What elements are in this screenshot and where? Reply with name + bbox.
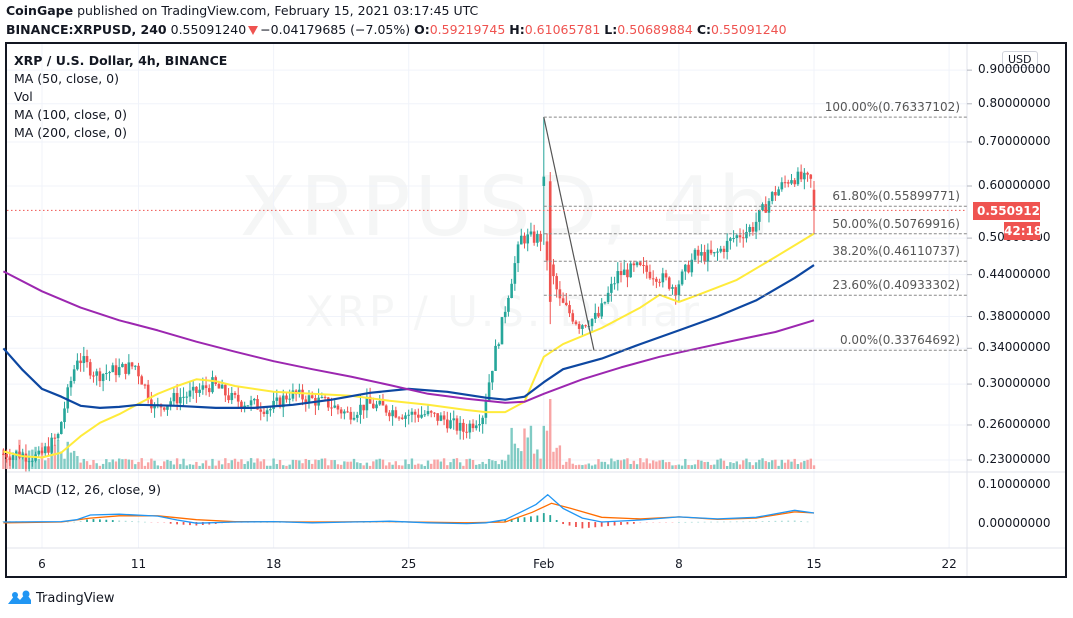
publisher-name: CoinGape (6, 3, 74, 18)
price-tick: 0.23000000 (978, 452, 1051, 466)
legend-title: XRP / U.S. Dollar, 4h, BINANCE (14, 53, 228, 68)
high-label: H: (509, 22, 525, 37)
close-value: 0.55091240 (711, 22, 787, 37)
tradingview-logo[interactable]: TradingView (6, 590, 115, 606)
fib-level-label: 50.00%(0.50769916) (832, 216, 960, 231)
price-change: −0.04179685 (−7.05%) (260, 22, 411, 37)
macd-tick-0: 0.10000000 (978, 477, 1051, 491)
price-tick: 0.30000000 (978, 376, 1051, 391)
time-tick: 6 (38, 557, 46, 571)
down-arrow-icon (248, 26, 259, 35)
fib-level-label: 100.00%(0.76337102) (824, 100, 960, 115)
price-tick: 0.26000000 (978, 416, 1051, 431)
publish-info: CoinGape published on TradingView.com, F… (6, 3, 478, 18)
legend-ma200[interactable]: MA (200, close, 0) (14, 125, 127, 140)
price-tick: 0.34000000 (978, 340, 1051, 355)
symbol-label: BINANCE:XRPUSD, 240 (6, 22, 167, 37)
time-tick: 22 (941, 557, 957, 571)
macd-tick-1: 0.00000000 (978, 516, 1051, 530)
price-tick: 0.90000000 (978, 62, 1051, 77)
macd-legend[interactable]: MACD (12, 26, close, 9) (14, 482, 161, 497)
time-tick: 8 (675, 557, 683, 571)
open-value: 0.59219745 (429, 22, 506, 37)
close-label: C: (696, 22, 711, 37)
time-tick: 25 (401, 557, 417, 571)
time-tick: 15 (806, 557, 822, 571)
fib-level-label: 0.00%(0.33764692) (839, 333, 960, 348)
price-tick: 0.60000000 (978, 178, 1051, 192)
high-value: 0.61065781 (524, 22, 601, 37)
fib-level-label: 61.80%(0.55899771) (832, 189, 960, 204)
time-tick: 11 (130, 557, 147, 571)
footer-brand: TradingView (36, 590, 115, 606)
last-price: 0.55091240 (170, 22, 247, 37)
price-tick: 0.80000000 (978, 95, 1051, 110)
published-text: published on TradingView.com, February 1… (77, 3, 479, 18)
legend-volume[interactable]: Vol (14, 89, 33, 104)
tradingview-cloud-icon (8, 590, 31, 604)
currency-button[interactable]: USD (1002, 51, 1038, 68)
legend-ma100[interactable]: MA (100, close, 0) (14, 107, 127, 122)
price-tick: 0.38000000 (978, 308, 1051, 323)
time-tick: 18 (265, 557, 282, 571)
fib-level-label: 38.20%(0.46110737) (832, 244, 960, 259)
time-tick: Feb (533, 557, 555, 571)
fib-level-label: 23.60%(0.40933302) (832, 278, 960, 293)
last-price-tag: 0.55091240 (973, 202, 1057, 220)
legend-ma50[interactable]: MA (50, close, 0) (14, 71, 120, 86)
price-tick: 0.70000000 (978, 133, 1051, 148)
price-tick: 0.44000000 (978, 266, 1051, 281)
symbol-header: BINANCE:XRPUSD, 240 0.55091240 −0.0417968… (6, 22, 787, 37)
chart-legend: XRP / U.S. Dollar, 4h, BINANCE MA (50, c… (14, 52, 227, 142)
chart-frame[interactable] (5, 42, 1067, 578)
bar-countdown: 42:18 (1004, 222, 1043, 240)
low-value: 0.50689884 (617, 22, 693, 37)
low-label: L: (604, 22, 618, 37)
open-label: O: (414, 22, 430, 37)
